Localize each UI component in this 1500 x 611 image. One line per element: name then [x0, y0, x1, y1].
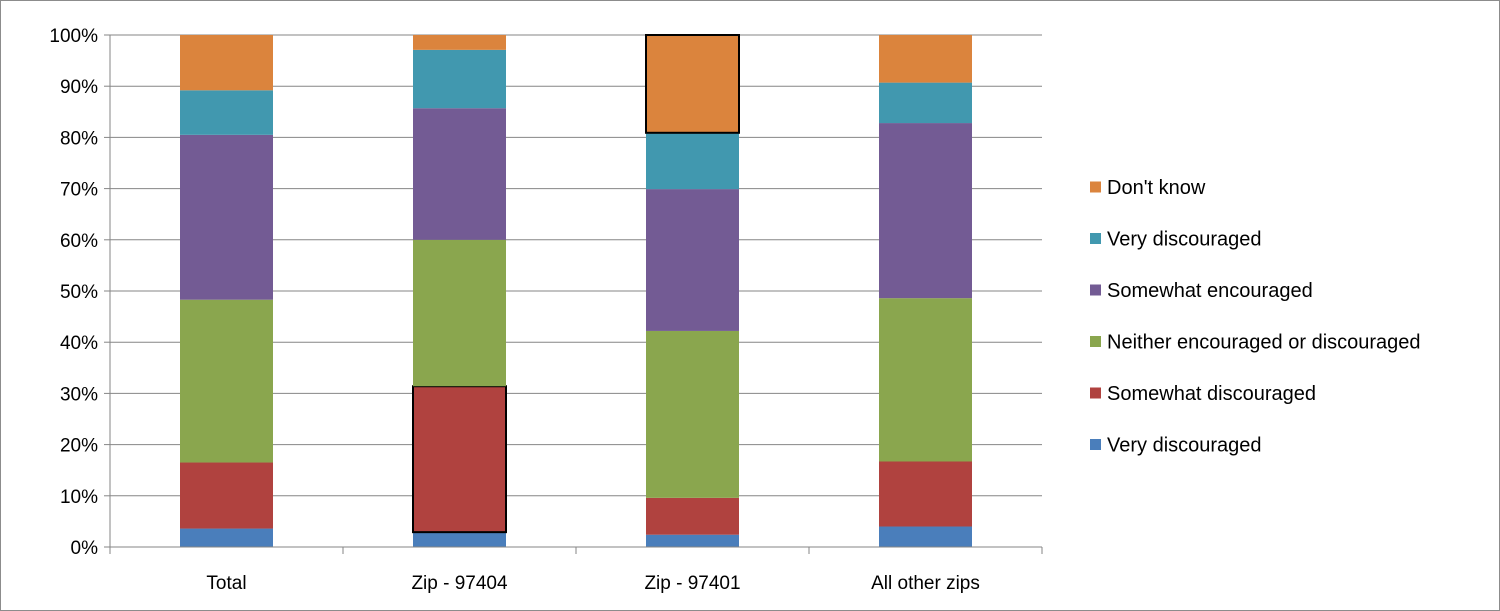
y-tick-label: 10% — [60, 487, 98, 508]
bar-segment — [879, 298, 972, 462]
x-tick-label: Zip - 97401 — [644, 573, 740, 594]
bar-segment — [413, 49, 506, 109]
bar-segment — [180, 90, 273, 135]
legend-label: Very discouraged — [1107, 435, 1262, 457]
bar-segment — [879, 526, 972, 547]
legend-swatch — [1090, 233, 1101, 244]
x-tick-label: Zip - 97404 — [411, 573, 508, 594]
y-axis: 0% 10% 20% 30% 40% 50% 60% 70% 80% 90% 100% — [49, 26, 111, 559]
bar-segment — [412, 385, 507, 534]
bar-segment — [879, 461, 972, 527]
bar-segment — [646, 189, 739, 331]
bar-segment — [180, 35, 273, 91]
bar-segment — [413, 532, 506, 547]
y-tick-label: 90% — [60, 77, 98, 98]
y-tick-label: 40% — [60, 333, 98, 354]
bar-segment — [180, 528, 273, 547]
bar-segment — [879, 35, 972, 83]
legend: Don't know Very discouraged Somewhat encou… — [1090, 177, 1421, 457]
legend-label: Very discouraged — [1107, 229, 1262, 251]
bar-segment — [879, 123, 972, 299]
bar-segment — [413, 239, 506, 387]
legend-swatch — [1090, 387, 1101, 399]
legend-swatch — [1090, 284, 1101, 296]
bar-segment — [180, 134, 273, 300]
bars — [180, 34, 972, 547]
bar-segment — [413, 108, 506, 240]
y-tick-label: 30% — [60, 384, 98, 405]
bar-segment — [180, 462, 273, 529]
y-tick-label: 0% — [71, 538, 99, 559]
x-tick-label: Total — [206, 573, 246, 594]
y-tick-label: 100% — [49, 26, 98, 47]
legend-swatch — [1090, 439, 1101, 450]
bar-segment — [180, 299, 273, 463]
bar-segment — [879, 82, 972, 124]
bar-segment — [646, 534, 739, 547]
legend-swatch — [1090, 336, 1101, 347]
legend-swatch — [1090, 181, 1101, 193]
legend-label: Somewhat discouraged — [1107, 383, 1316, 405]
legend-label: Neither encouraged or discouraged — [1107, 332, 1421, 354]
y-tick-label: 50% — [60, 282, 98, 303]
y-tick-label: 20% — [60, 436, 98, 457]
y-tick-label: 80% — [60, 128, 98, 149]
legend-label: Don't know — [1107, 177, 1206, 199]
legend-label: Somewhat encouraged — [1107, 280, 1313, 302]
bar-segment — [645, 34, 740, 134]
bar-segment — [646, 497, 739, 535]
bar-segment — [646, 330, 739, 498]
bar-segment — [646, 132, 739, 190]
y-tick-label: 60% — [60, 231, 98, 252]
x-tick-label: All other zips — [871, 573, 980, 594]
bar-segment — [413, 35, 506, 50]
x-axis: Total Zip - 97404 Zip - 97401 All other zip… — [109, 546, 1043, 594]
y-tick-label: 70% — [60, 180, 98, 201]
